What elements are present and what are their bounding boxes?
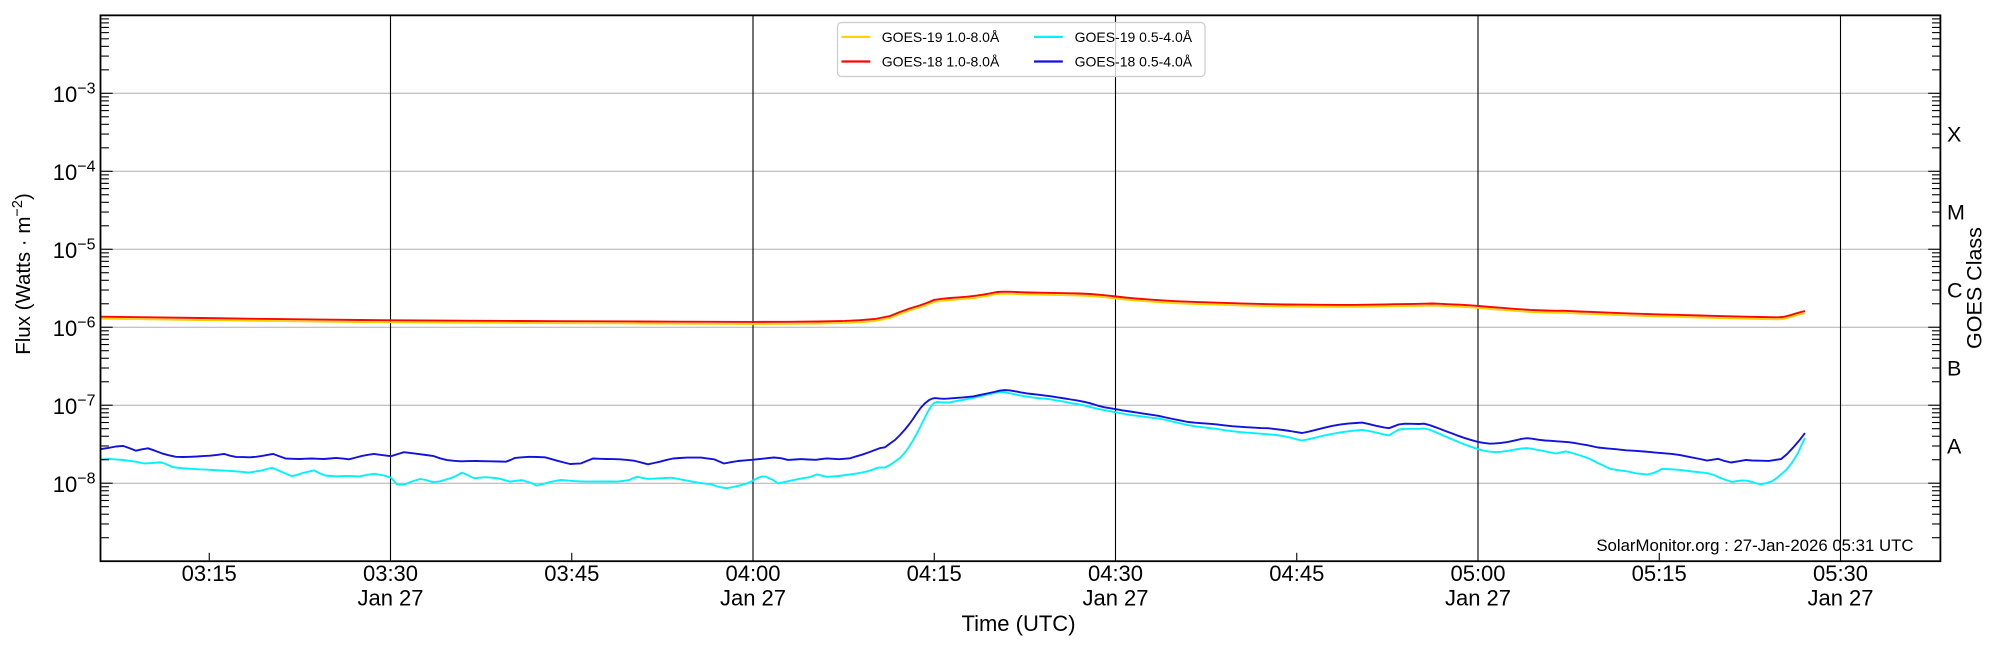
svg-text:M: M — [1947, 201, 1965, 225]
svg-text:03:45: 03:45 — [544, 561, 599, 586]
svg-text:10−5: 10−5 — [53, 236, 96, 263]
svg-text:10−3: 10−3 — [53, 80, 96, 107]
svg-text:GOES-19 1.0-8.0Å: GOES-19 1.0-8.0Å — [882, 29, 1000, 45]
svg-text:SolarMonitor.org : 27-Jan-2026: SolarMonitor.org : 27-Jan-2026 05:31 UTC — [1596, 536, 1913, 555]
svg-text:GOES-19 0.5-4.0Å: GOES-19 0.5-4.0Å — [1075, 29, 1193, 45]
svg-text:03:30: 03:30 — [363, 561, 418, 586]
svg-text:Jan 27: Jan 27 — [1082, 586, 1148, 611]
svg-text:04:30: 04:30 — [1088, 561, 1143, 586]
svg-text:10−7: 10−7 — [53, 392, 96, 419]
svg-text:Jan 27: Jan 27 — [1445, 586, 1511, 611]
svg-text:03:15: 03:15 — [182, 561, 237, 586]
svg-text:04:45: 04:45 — [1269, 561, 1324, 586]
svg-text:C: C — [1947, 279, 1963, 303]
svg-text:05:15: 05:15 — [1632, 561, 1687, 586]
svg-text:GOES-18 1.0-8.0Å: GOES-18 1.0-8.0Å — [882, 54, 1000, 70]
svg-text:A: A — [1947, 435, 1962, 459]
svg-text:10−8: 10−8 — [53, 470, 96, 497]
svg-text:05:00: 05:00 — [1450, 561, 1505, 586]
svg-text:Jan 27: Jan 27 — [1807, 586, 1873, 611]
svg-text:B: B — [1947, 357, 1961, 381]
svg-text:10−6: 10−6 — [53, 314, 96, 341]
svg-text:GOES-18 0.5-4.0Å: GOES-18 0.5-4.0Å — [1075, 54, 1193, 70]
svg-text:X: X — [1947, 123, 1961, 147]
svg-text:10−4: 10−4 — [53, 158, 96, 185]
svg-text:04:00: 04:00 — [725, 561, 780, 586]
svg-text:Flux (Watts · m−2): Flux (Watts · m−2) — [10, 193, 35, 355]
svg-text:Jan 27: Jan 27 — [357, 586, 423, 611]
svg-text:Time (UTC): Time (UTC) — [961, 611, 1075, 636]
svg-text:04:15: 04:15 — [907, 561, 962, 586]
svg-text:Jan 27: Jan 27 — [720, 586, 786, 611]
svg-text:05:30: 05:30 — [1813, 561, 1868, 586]
svg-text:GOES Class: GOES Class — [1963, 227, 1987, 349]
